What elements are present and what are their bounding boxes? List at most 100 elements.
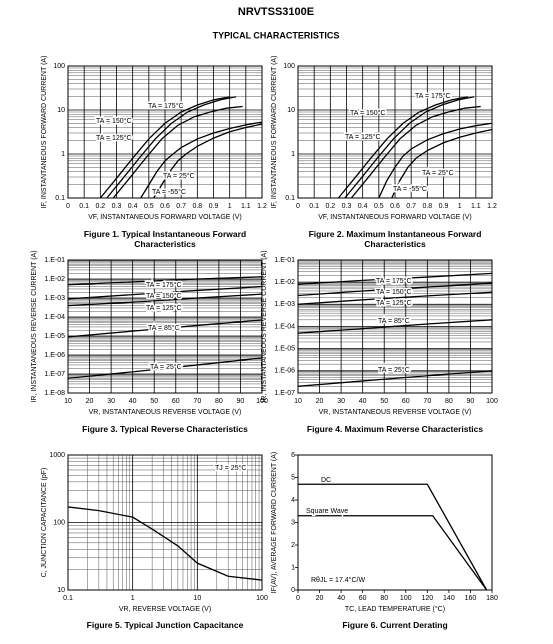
x-tick-label: 10 xyxy=(193,595,201,602)
series-label: TA = 175°C xyxy=(146,281,182,289)
x-axis-label: VR, REVERSE VOLTAGE (V) xyxy=(119,606,211,613)
x-tick-label: 1 xyxy=(228,203,232,210)
x-tick-label: 100 xyxy=(256,398,268,405)
series-label: DC xyxy=(321,477,331,484)
y-tick-label: 10 xyxy=(57,107,65,114)
plot-frame xyxy=(67,259,263,394)
page-subtitle: TYPICAL CHARACTERISTICS xyxy=(213,30,340,40)
series-label: TA = 25°C xyxy=(378,366,410,374)
series-label: TA = 125°C xyxy=(96,134,132,142)
y-tick-label: 1.E-07 xyxy=(44,371,65,378)
x-tick-label: 60 xyxy=(402,398,410,405)
x-tick-label: 10 xyxy=(64,398,72,405)
series-label: TA = 85°C xyxy=(148,324,180,332)
series-line xyxy=(297,272,493,285)
series-label: TA = 150°C xyxy=(376,288,412,296)
x-axis-label: TC, LEAD TEMPERATURE (°C) xyxy=(345,605,445,613)
series-line xyxy=(67,293,263,307)
y-axis-label: IR, INSTANTANEOUS REVERSE CURRENT (A) xyxy=(261,250,268,402)
x-tick-label: 100 xyxy=(486,398,498,405)
x-tick-label: 0.8 xyxy=(422,203,432,210)
y-axis-label: IF(AV), AVERAGE FORWARD CURRENT (A) xyxy=(271,452,278,594)
y-tick-label: 1.E-02 xyxy=(274,279,295,286)
y-tick-label: 10 xyxy=(57,587,65,594)
y-tick-label: 10 xyxy=(287,107,295,114)
y-axis-label: IF, INSTANTANEOUS FORWARD CURRENT (A) xyxy=(41,56,48,209)
x-tick-label: 1.1 xyxy=(471,203,481,210)
series-label: TA = -55°C xyxy=(152,188,186,196)
y-tick-label: 1 xyxy=(291,151,295,158)
series-label: TA = 125°C xyxy=(376,299,412,307)
x-tick-label: 0.9 xyxy=(209,203,219,210)
figure-caption: Figure 2. Maximum Instantaneous Forward … xyxy=(308,229,482,249)
x-tick-label: 0.2 xyxy=(95,203,105,210)
y-tick-label: 6 xyxy=(291,452,295,459)
y-tick-label: 1.E-06 xyxy=(274,368,295,375)
figure-caption: Figure 6. Current Derating xyxy=(342,620,448,630)
series-label: TA = 150°C xyxy=(96,117,132,125)
x-tick-label: 0.5 xyxy=(144,203,154,210)
x-tick-label: 40 xyxy=(359,398,367,405)
figure-caption: Figure 4. Maximum Reverse Characteristic… xyxy=(306,424,484,434)
y-tick-label: 1.E-05 xyxy=(44,333,65,340)
y-tick-label: 1.E-01 xyxy=(274,257,295,264)
x-tick-label: 180 xyxy=(486,595,498,602)
y-tick-label: 4 xyxy=(291,497,295,504)
y-axis-label: IR, INSTANTANEOUS REVERSE CURRENT (A) xyxy=(31,250,38,402)
x-tick-label: 0.4 xyxy=(358,203,368,210)
series-line xyxy=(67,285,263,300)
x-tick-label: 0.6 xyxy=(390,203,400,210)
x-tick-label: 160 xyxy=(465,595,477,602)
y-tick-label: 1.E-04 xyxy=(44,314,65,321)
x-tick-label: 100 xyxy=(400,595,412,602)
y-tick-label: 0 xyxy=(291,587,295,594)
x-tick-label: 0.4 xyxy=(128,203,138,210)
x-tick-label: 20 xyxy=(316,398,324,405)
x-tick-label: 80 xyxy=(215,398,223,405)
series-line xyxy=(106,96,237,199)
series-label: TA = 175°C xyxy=(415,92,451,100)
y-tick-label: 0.1 xyxy=(285,195,295,202)
series-line xyxy=(67,506,263,581)
figure-caption: Figure 5. Typical Junction Capacitance xyxy=(86,620,244,630)
y-tick-label: 1 xyxy=(291,564,295,571)
x-tick-label: 0 xyxy=(296,203,300,210)
series-line xyxy=(67,319,263,338)
series-line xyxy=(67,357,263,379)
x-tick-label: 0.3 xyxy=(112,203,122,210)
series-line xyxy=(112,105,243,199)
series-line xyxy=(344,96,475,199)
x-tick-label: 90 xyxy=(467,398,475,405)
series-line xyxy=(298,515,488,591)
y-tick-label: 1.E-04 xyxy=(274,323,295,330)
x-tick-label: 0.2 xyxy=(325,203,335,210)
series-line xyxy=(350,105,481,199)
x-tick-label: 0.1 xyxy=(63,595,73,602)
page-title: NRVTSS3100E xyxy=(238,6,314,18)
series-line xyxy=(297,319,493,334)
x-tick-label: 30 xyxy=(337,398,345,405)
series-label: TA = 175°C xyxy=(376,277,412,285)
series-label: TA = 85°C xyxy=(378,317,410,325)
plot-frame xyxy=(67,65,263,199)
y-tick-label: 1.E-02 xyxy=(44,276,65,283)
x-tick-label: 60 xyxy=(359,595,367,602)
series-line xyxy=(297,291,493,305)
plot-frame xyxy=(67,454,263,591)
x-tick-label: 0.5 xyxy=(374,203,384,210)
y-tick-label: 5 xyxy=(291,474,295,481)
figure-caption: Figure 1. Typical Instantaneous Forward … xyxy=(83,229,247,249)
x-tick-label: 1.1 xyxy=(241,203,251,210)
x-axis-label: VR, INSTANTANEOUS REVERSE VOLTAGE (V) xyxy=(89,409,242,416)
x-tick-label: 40 xyxy=(337,595,345,602)
annotation: RθJL = 17.4°C/W xyxy=(311,576,365,584)
y-tick-label: 1 xyxy=(61,151,65,158)
x-tick-label: 120 xyxy=(421,595,433,602)
y-tick-label: 1.E-03 xyxy=(44,295,65,302)
series-line xyxy=(378,122,493,199)
series-label: TA = 125°C xyxy=(146,304,182,312)
series-label: TA = -55°C xyxy=(393,185,427,193)
x-tick-label: 0.7 xyxy=(406,203,416,210)
